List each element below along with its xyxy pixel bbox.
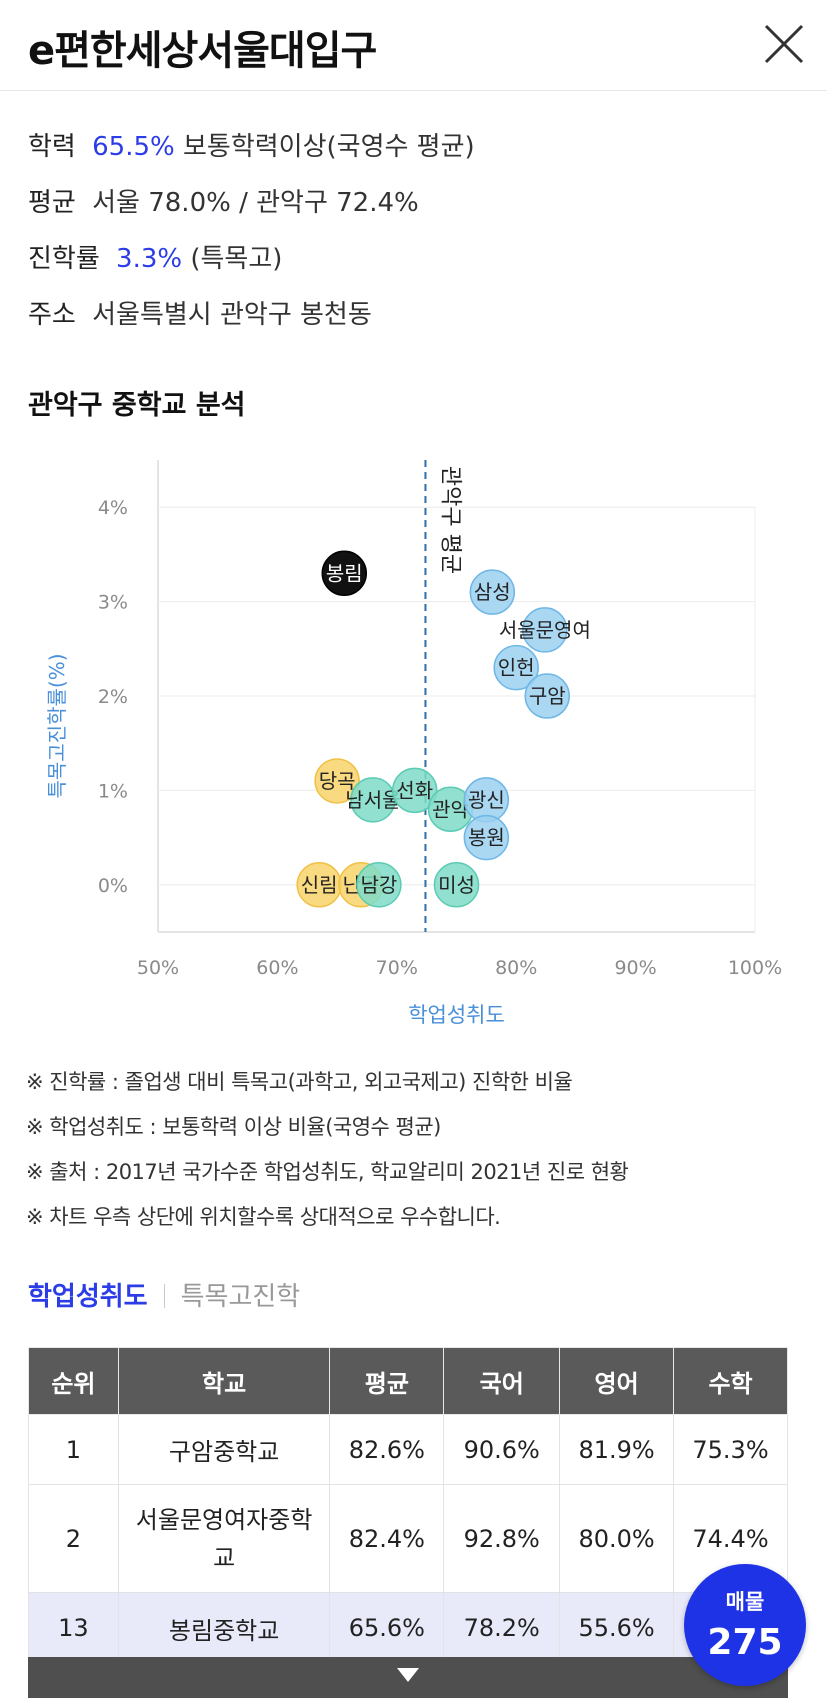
tab-academic[interactable]: 학업성취도 xyxy=(28,1282,148,1312)
x-axis-label: 학업성취도 xyxy=(408,1003,505,1027)
advancement-value: 3.3% xyxy=(116,244,183,274)
school-info: 학력 65.5% 보통학력이상(국영수 평균) 평균 서울 78.0% / 관악… xyxy=(28,126,808,350)
cell-korean: 78.2% xyxy=(443,1592,561,1664)
info-advancement: 진학률 3.3% (특목고) xyxy=(28,238,808,294)
scatter-point xyxy=(314,758,360,804)
listings-fab-button[interactable]: 매물 275 xyxy=(684,1564,806,1686)
tab-special-high[interactable]: 특목고진학 xyxy=(180,1282,301,1312)
y-tick-label: 0% xyxy=(98,875,128,897)
table-row-highlighted[interactable]: 13 봉림중학교 65.6% 78.2% 55.6% xyxy=(28,1592,788,1664)
info-academic: 학력 65.5% 보통학력이상(국영수 평균) xyxy=(28,126,808,182)
point-label: 미성 xyxy=(438,873,475,897)
point-label: 신림 xyxy=(301,873,338,897)
point-label: 봉원 xyxy=(468,826,505,850)
point-label: 봉림 xyxy=(326,561,363,585)
ranking-table: 순위 학교 평균 국어 영어 수학 1 구암중학교 82.6% 90.6% 81… xyxy=(28,1347,788,1664)
point-label: 구암 xyxy=(529,684,566,708)
scatter-point xyxy=(433,862,480,908)
tab-divider xyxy=(163,1284,165,1308)
header-english: 영어 xyxy=(559,1347,675,1415)
point-label: 남강 xyxy=(360,873,397,897)
header-math: 수학 xyxy=(673,1347,788,1415)
cell-rank: 1 xyxy=(28,1414,119,1485)
x-tick-label: 60% xyxy=(256,957,298,979)
average-text: 서울 78.0% / 관악구 72.4% xyxy=(92,188,419,218)
info-label: 학력 xyxy=(28,132,76,162)
cell-school: 서울문영여자중학교 xyxy=(117,1484,331,1593)
cell-korean: 92.8% xyxy=(443,1484,561,1593)
chevron-down-icon xyxy=(397,1668,419,1682)
point-label: 남서울 xyxy=(345,788,400,812)
x-tick-label: 50% xyxy=(137,957,179,979)
cell-english: 55.6% xyxy=(559,1592,675,1664)
y-tick-label: 1% xyxy=(98,780,128,802)
note-item: ※ 출처 : 2017년 국가수준 학업성취도, 학교알리미 2021년 진로 … xyxy=(26,1160,629,1184)
expand-table-button[interactable] xyxy=(28,1657,788,1698)
scatter-point xyxy=(493,644,539,691)
scatter-chart: 0% 1% 2% 3% 4% 50% 60% 70% 80% 90% 100% 학업성취도 특목고진학률… xyxy=(45,460,782,1027)
x-tick-label: 100% xyxy=(728,957,782,979)
cell-korean: 90.6% xyxy=(443,1414,561,1485)
header-korean: 국어 xyxy=(443,1347,561,1415)
note-item: ※ 진학률 : 졸업생 대비 특목고(과학고, 외고국제고) 진학한 비율 xyxy=(26,1070,573,1094)
cell-school: 구암중학교 xyxy=(117,1414,331,1485)
point-label: 선화 xyxy=(396,778,433,802)
x-tick-label: 80% xyxy=(495,957,537,979)
y-tick-label: 4% xyxy=(98,497,128,519)
header-rank: 순위 xyxy=(28,1347,119,1415)
header-average: 평균 xyxy=(329,1347,445,1415)
info-label: 진학률 xyxy=(28,244,100,274)
section-title: 관악구 중학교 분석 xyxy=(28,390,246,421)
advancement-desc: (특목고) xyxy=(190,244,283,274)
table-row[interactable]: 1 구암중학교 82.6% 90.6% 81.9% 75.3% xyxy=(28,1414,788,1485)
cell-rank: 13 xyxy=(28,1592,119,1664)
info-average: 평균 서울 78.0% / 관악구 72.4% xyxy=(28,182,808,238)
cell-english: 81.9% xyxy=(559,1414,675,1485)
table-header-row: 순위 학교 평균 국어 영어 수학 xyxy=(28,1347,788,1415)
info-label: 평균 xyxy=(28,188,76,218)
cell-english: 80.0% xyxy=(559,1484,675,1593)
cell-math: 75.3% xyxy=(673,1414,788,1485)
point-label: 관악 xyxy=(432,797,469,821)
cell-average: 82.6% xyxy=(329,1414,445,1485)
close-icon[interactable] xyxy=(762,22,806,66)
point-label: 인헌 xyxy=(498,656,535,680)
address-text: 서울특별시 관악구 봉천동 xyxy=(92,300,372,330)
academic-desc: 보통학력이상(국영수 평균) xyxy=(182,132,475,162)
cell-school: 봉림중학교 xyxy=(117,1592,331,1664)
academic-value: 65.5% xyxy=(92,132,175,162)
cell-average: 65.6% xyxy=(329,1592,445,1664)
scatter-point xyxy=(522,607,568,653)
point-label: 당곡 xyxy=(319,769,356,793)
note-item: ※ 학업성취도 : 보통학력 이상 비율(국영수 평균) xyxy=(26,1115,441,1139)
y-axis-label: 특목고진학률(%) xyxy=(45,653,69,798)
x-tick-label: 90% xyxy=(614,957,656,979)
scatter-point xyxy=(321,550,368,597)
x-tick-label: 70% xyxy=(376,957,418,979)
cell-rank: 2 xyxy=(28,1484,119,1593)
y-tick-label: 2% xyxy=(98,686,128,708)
scatter-point xyxy=(391,767,438,814)
reference-line-label: 관악구 평균 xyxy=(437,466,462,574)
info-label: 주소 xyxy=(28,300,76,330)
note-item: ※ 차트 우측 상단에 위치할수록 상대적으로 우수합니다. xyxy=(26,1205,501,1229)
scatter-point xyxy=(463,814,510,861)
info-address: 주소 서울특별시 관악구 봉천동 xyxy=(28,294,808,350)
fab-label: 매물 xyxy=(725,1590,765,1614)
page-title: e편한세상서울대입구 xyxy=(28,28,377,74)
header: e편한세상서울대입구 xyxy=(0,0,827,91)
scatter-point xyxy=(524,673,570,719)
fab-count: 275 xyxy=(707,1622,783,1663)
scatter-point xyxy=(469,569,516,615)
point-label: 서울문영여 xyxy=(499,618,591,642)
point-label: 광신 xyxy=(468,788,505,812)
point-label: 삼성 xyxy=(474,580,511,604)
scatter-point xyxy=(356,862,402,908)
notes: ※ 진학률 : 졸업생 대비 특목고(과학고, 외고국제고) 진학한 비율 ※ … xyxy=(26,1066,816,1246)
tab-bar: 학업성취도 특목고진학 xyxy=(28,1276,300,1313)
table-row[interactable]: 2 서울문영여자중학교 82.4% 92.8% 80.0% 74.4% xyxy=(28,1484,788,1593)
header-school: 학교 xyxy=(117,1347,331,1415)
y-tick-label: 3% xyxy=(98,592,128,614)
cell-average: 82.4% xyxy=(329,1484,445,1593)
